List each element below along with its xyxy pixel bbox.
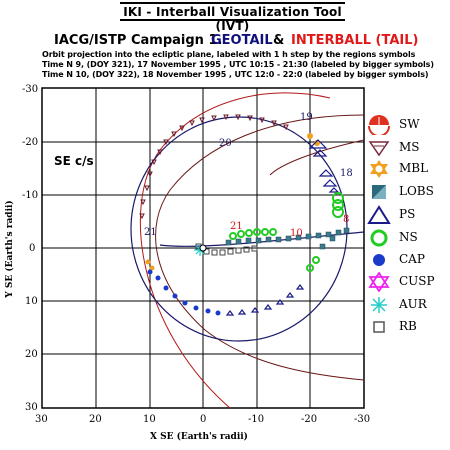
geotail-title: GEOTAIL	[211, 33, 273, 48]
magnetopause-curve	[155, 114, 365, 381]
y-tick: -30	[22, 84, 39, 95]
up-triangle-icon	[367, 205, 391, 224]
y-axis-label: Y SE (Earth's radii)	[5, 200, 15, 298]
star-icon	[368, 272, 390, 292]
tail-boundary-curve	[269, 139, 365, 176]
half-disk-icon	[368, 115, 390, 135]
title-banner: IKI - Interball Visualization Tool (IVT)	[120, 2, 345, 33]
legend-label: LOBS	[399, 184, 434, 198]
earth-marker	[199, 244, 207, 252]
legend-label: NS	[399, 230, 418, 244]
x-tick: 0	[200, 414, 207, 425]
legend-label: MS	[399, 140, 420, 154]
ns-markers	[229, 192, 344, 272]
cap-markers	[147, 269, 221, 316]
y-tick: 30	[25, 402, 38, 413]
y-tick: -20	[22, 137, 39, 148]
tick-marks	[41, 88, 365, 408]
orbit-hour-label: 20	[219, 138, 232, 149]
interball-title: INTERBALL (TAIL)	[291, 33, 419, 48]
orbit-hour-label: 21	[144, 227, 157, 238]
x-tick: 20	[89, 414, 102, 425]
ms-markers	[139, 114, 289, 220]
y-tick: -10	[22, 190, 39, 201]
app-title: IKI - Interball Visualization Tool (IVT)	[123, 5, 342, 33]
orbit-hour-label: 10	[290, 228, 303, 239]
x-tick: 30	[35, 414, 48, 425]
caption-line-3: Time N 10, (DOY 322), 18 November 1995 ,…	[42, 70, 429, 79]
open-square-icon	[373, 321, 385, 333]
down-triangle-icon	[368, 141, 390, 157]
asterisk-icon	[371, 297, 387, 313]
x-tick: -20	[301, 414, 318, 425]
orbit-hour-label: 21	[230, 221, 243, 232]
legend-label: RB	[399, 319, 417, 333]
x-tick: 10	[143, 414, 156, 425]
y-tick: 20	[25, 349, 38, 360]
ring-icon	[370, 229, 388, 247]
campaign-title: IACG/ISTP Campaign 1.	[54, 33, 223, 48]
star-of-david-icon	[370, 160, 388, 178]
orbit-hour-label: 8	[343, 214, 350, 225]
legend-label: SW	[399, 117, 420, 131]
bow-shock-curve	[139, 92, 331, 409]
mbl-markers	[145, 133, 320, 271]
x-tick: -10	[248, 414, 265, 425]
filled-circle-icon	[373, 254, 385, 266]
caption-line-2: Time N 9, (DOY 321), 17 November 1995 , …	[42, 60, 434, 69]
x-axis-label: X SE (Earth's radii)	[150, 432, 248, 442]
lobs-markers	[225, 227, 350, 250]
orbit-hour-label: 18	[340, 168, 353, 179]
x-tick: -30	[354, 414, 371, 425]
y-tick: 0	[29, 243, 36, 254]
ampersand: &	[273, 33, 285, 48]
legend-label: CAP	[399, 252, 425, 266]
caption-line-1: Orbit projection into the ecliptic plane…	[42, 50, 416, 59]
interball-orbit	[159, 231, 365, 247]
split-square-icon	[372, 185, 386, 199]
y-tick: 10	[25, 296, 38, 307]
legend-label: AUR	[399, 297, 427, 311]
legend-label: CUSP	[399, 274, 435, 288]
ps-markers	[225, 139, 340, 316]
legend-label: PS	[399, 207, 416, 221]
orbit-hour-label: 19	[300, 112, 313, 123]
frame-label: SE c/s	[54, 154, 94, 168]
legend-label: MBL	[399, 161, 429, 175]
